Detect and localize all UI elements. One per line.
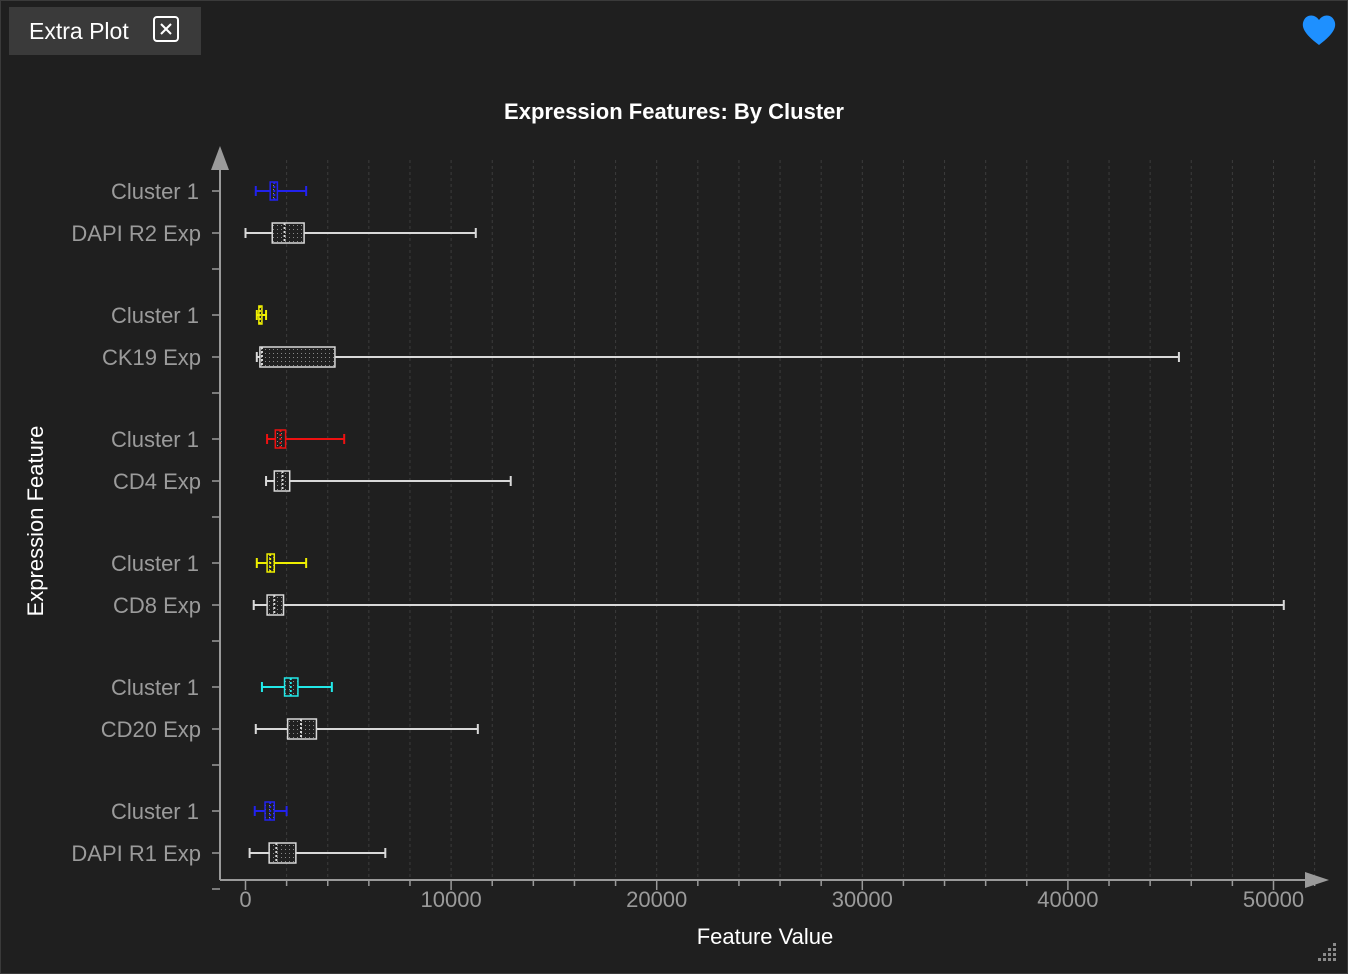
feature-box-iqr-box bbox=[288, 719, 317, 739]
feature-box bbox=[256, 719, 478, 739]
feature-box-iqr-box bbox=[272, 223, 304, 243]
y-tick-label-cluster: Cluster 1 bbox=[111, 179, 199, 204]
x-tick-label: 50000 bbox=[1243, 887, 1304, 912]
x-tick-label: 30000 bbox=[832, 887, 893, 912]
y-tick-label-feature: CD4 Exp bbox=[113, 469, 201, 494]
cluster-box bbox=[256, 182, 306, 200]
chart-title: Expression Features: By Cluster bbox=[504, 99, 844, 124]
grid-lines bbox=[287, 160, 1315, 880]
x-tick-label: 40000 bbox=[1037, 887, 1098, 912]
y-axis-arrow bbox=[211, 146, 229, 170]
cluster-box bbox=[262, 678, 332, 696]
cluster-box bbox=[257, 306, 266, 324]
feature-box bbox=[257, 347, 1179, 367]
cluster-box bbox=[267, 430, 344, 448]
cluster-box bbox=[255, 802, 287, 820]
box-series bbox=[246, 182, 1284, 863]
y-tick-label-feature: DAPI R2 Exp bbox=[71, 221, 201, 246]
y-axis-title: Expression Feature bbox=[23, 426, 48, 617]
feature-box-iqr-box bbox=[267, 595, 283, 615]
feature-box bbox=[254, 595, 1284, 615]
y-tick-label-cluster: Cluster 1 bbox=[111, 799, 199, 824]
x-tick-label: 0 bbox=[239, 887, 251, 912]
y-tick-label-cluster: Cluster 1 bbox=[111, 675, 199, 700]
feature-box bbox=[250, 843, 386, 863]
y-tick-label-cluster: Cluster 1 bbox=[111, 303, 199, 328]
x-axis-ticks: 0 10000 20000 30000 40000 50000 bbox=[239, 880, 1314, 912]
y-tick-label-feature: CK19 Exp bbox=[102, 345, 201, 370]
y-axis-ticks: Cluster 1 DAPI R2 Exp Cluster 1 CK19 Exp Clu… bbox=[71, 179, 220, 889]
feature-box bbox=[266, 471, 511, 491]
y-tick-label-feature: CD20 Exp bbox=[101, 717, 201, 742]
y-tick-label-cluster: Cluster 1 bbox=[111, 551, 199, 576]
y-tick-label-feature: DAPI R1 Exp bbox=[71, 841, 201, 866]
feature-box bbox=[246, 223, 476, 243]
y-tick-label-cluster: Cluster 1 bbox=[111, 427, 199, 452]
y-tick-label-feature: CD8 Exp bbox=[113, 593, 201, 618]
x-tick-label: 20000 bbox=[626, 887, 687, 912]
feature-box-iqr-box bbox=[269, 843, 296, 863]
x-axis-title: Feature Value bbox=[697, 924, 834, 949]
axes bbox=[211, 146, 1329, 888]
cluster-box bbox=[257, 554, 306, 572]
box-plot-chart: Expression Features: By Cluster 0 10000 20… bbox=[0, 0, 1348, 974]
feature-box-iqr-box bbox=[260, 347, 335, 367]
x-tick-label: 10000 bbox=[421, 887, 482, 912]
x-axis-arrow bbox=[1305, 872, 1329, 888]
